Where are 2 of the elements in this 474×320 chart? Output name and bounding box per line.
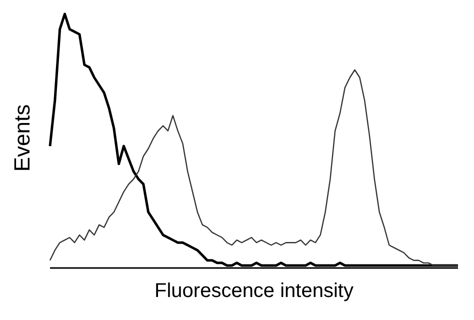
y-axis-title: Events xyxy=(10,104,36,172)
x-axis-title: Fluorescence intensity xyxy=(154,280,354,303)
